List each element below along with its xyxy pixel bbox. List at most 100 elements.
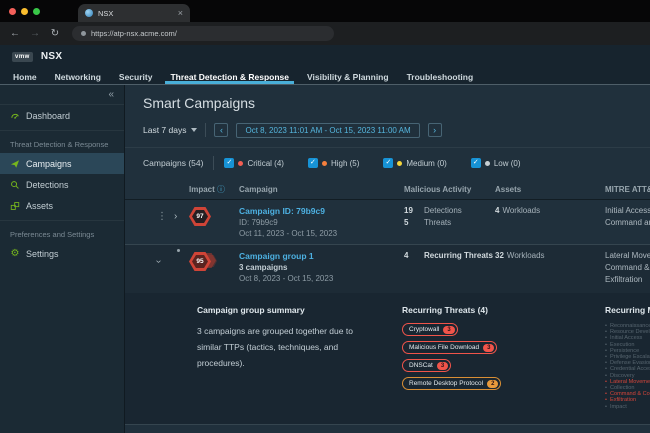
nav-item-label: Visibility & Planning (307, 72, 389, 82)
sidebar-item-dashboard[interactable]: Dashboard (0, 105, 124, 126)
sidebar-item-campaigns[interactable]: Campaigns (0, 153, 124, 174)
time-range-dropdown[interactable]: Last 7 days (143, 125, 198, 135)
mitre-tactic-label: Resource Development (609, 329, 650, 336)
campaign-dates: Oct 8, 2023 - Oct 15, 2023 (239, 274, 334, 283)
sidebar: « Dashboard Threat Detection & Response … (0, 85, 125, 433)
severity-filters: ✓ Critical (4) ✓ High (5) ✓ Medium (0) ✓… (224, 158, 521, 168)
checkbox-icon[interactable]: ✓ (224, 158, 235, 168)
reload-icon[interactable]: ↻ (50, 28, 60, 39)
severity-dot-icon (397, 160, 403, 166)
group-summary-text: 3 campaigns are grouped together due to … (197, 326, 353, 368)
prev-range-button[interactable]: ‹ (214, 123, 229, 137)
nav-item-label: Security (118, 72, 153, 82)
expand-row-icon[interactable]: › (174, 210, 178, 222)
bullet-icon: • (605, 341, 607, 348)
time-preset-label: Last 7 days (143, 125, 187, 135)
severity-filter[interactable]: ✓ Low (0) (470, 158, 521, 168)
campaign-link[interactable]: Campaign ID: 79b9c9 (239, 206, 325, 216)
campaign-group-detail: Campaign group summary 3 campaigns are g… (125, 293, 650, 424)
magnifier-icon (11, 180, 19, 189)
nav-item[interactable]: Troubleshooting (398, 68, 483, 84)
nav-item[interactable]: Visibility & Planning (298, 68, 398, 84)
checkbox-icon[interactable]: ✓ (383, 158, 394, 168)
severity-filter[interactable]: ✓ Critical (4) (224, 158, 284, 168)
sidebar-item-label: Assets (26, 200, 54, 211)
recurring-mitre-title: Recurring MITRE ATT&CK (605, 305, 650, 315)
bullet-icon: • (605, 391, 607, 398)
mitre-tactic-label: Privilege Escalation (609, 354, 650, 361)
close-tab-icon[interactable]: × (177, 8, 183, 18)
window-controls[interactable] (0, 0, 50, 22)
table-row: ⋮ › 97 Campaign ID: 79b9c9 ID: 79b9c9 Oc… (125, 200, 650, 244)
nav-item[interactable]: Networking (46, 68, 110, 84)
forward-icon[interactable]: → (30, 28, 40, 39)
severity-filter-row: Campaigns (54) ✓ Critical (4) ✓ High (5)… (125, 148, 650, 178)
campaign-group-block: › 95 Campaign group 1 3 campaigns Oct 8,… (125, 244, 650, 425)
next-range-button[interactable]: › (427, 123, 442, 137)
bullet-icon: • (605, 397, 607, 404)
severity-filter[interactable]: ✓ High (5) (307, 158, 359, 168)
close-window-icon[interactable] (9, 7, 16, 15)
campaign-id: ID: 79b9c9 (239, 218, 278, 227)
mitre-tactic-label: Defense Evasion (609, 360, 650, 367)
sidebar-item-assets[interactable]: Assets (0, 195, 124, 216)
app-header: vmw NSX (0, 45, 650, 68)
group-count-dot (176, 248, 181, 253)
table-header: Impact ⓘ Campaign Malicious Activity Ass… (125, 180, 650, 200)
back-icon[interactable]: ← (10, 28, 20, 39)
product-name: NSX (40, 51, 63, 62)
threat-pill-label: Cryptowall (409, 326, 440, 333)
campaign-group-link[interactable]: Campaign group 1 (239, 251, 314, 261)
chevron-down-icon (191, 128, 198, 132)
nav-item[interactable]: Home (4, 68, 46, 84)
severity-filter[interactable]: ✓ Medium (0) (383, 158, 447, 168)
threat-pill: Cryptowall 3 (402, 323, 458, 336)
collapse-sidebar-icon[interactable]: « (0, 87, 124, 105)
address-bar[interactable]: https://atp-nsx.acme.com/ (72, 26, 334, 41)
mitre-tactic-item: • Persistence (605, 348, 650, 354)
column-assets: Assets (495, 185, 522, 194)
minimize-window-icon[interactable] (21, 7, 28, 15)
collapse-row-icon[interactable]: › (153, 259, 165, 263)
sidebar-section-label: Preferences and Settings (10, 230, 95, 239)
threat-pill: Remote Desktop Protocol 2 (402, 377, 502, 390)
maximize-window-icon[interactable] (33, 7, 40, 15)
campaign-count: 3 campaigns (239, 263, 288, 272)
sidebar-item-label: Detections (26, 179, 69, 190)
browser-tab[interactable]: NSX × (78, 4, 190, 22)
mitre-tactic-label: Lateral Movement (609, 378, 650, 385)
checkbox-icon[interactable]: ✓ (307, 158, 318, 168)
divider (205, 123, 207, 137)
mitre-tactic-label: Credential Access (609, 366, 650, 373)
mitre-tactic-item: • Lateral Movement (605, 379, 650, 385)
severity-label: Critical (4) (247, 158, 284, 168)
nav-item-label: Threat Detection & Response (170, 72, 290, 82)
mitre-tactic-item: • Privilege Escalation (605, 354, 650, 360)
campaign-dates: Oct 11, 2023 - Oct 15, 2023 (239, 229, 338, 238)
recurring-threats-title: Recurring Threats (4) (402, 305, 488, 315)
threat-pill-label: Malicious File Download (409, 344, 480, 351)
row-menu-icon[interactable]: ⋮ (157, 210, 167, 222)
url-text: https://atp-nsx.acme.com/ (91, 29, 177, 38)
nav-item[interactable]: Threat Detection & Response (161, 68, 298, 84)
divider (213, 156, 215, 170)
nav-item-label: Troubleshooting (406, 72, 474, 82)
checkbox-icon[interactable]: ✓ (470, 158, 481, 168)
most-recent-heading: Most recent campaigns (125, 425, 650, 433)
bullet-icon: • (605, 329, 607, 336)
info-icon[interactable]: ⓘ (217, 185, 226, 194)
nav-item[interactable]: Security (110, 68, 162, 84)
column-campaign[interactable]: Campaign (239, 185, 278, 194)
severity-dot-icon (321, 160, 327, 166)
threat-pill-label: DNSCat (409, 362, 433, 369)
mitre-tactic-item: • Resource Development (605, 329, 650, 335)
mitre-tactic: Lateral Movement (605, 251, 650, 260)
threat-pill-count: 2 (487, 379, 499, 388)
nav-item-label: Networking (54, 72, 101, 82)
sidebar-item-detections[interactable]: Detections (0, 174, 124, 195)
tab-title: NSX (98, 8, 114, 18)
sidebar-item-settings[interactable]: ⚙ Settings (0, 243, 124, 264)
browser-tab-strip: NSX × (0, 0, 650, 22)
campaigns-count: Campaigns (54) (143, 158, 204, 168)
gear-icon: ⚙ (10, 248, 20, 259)
